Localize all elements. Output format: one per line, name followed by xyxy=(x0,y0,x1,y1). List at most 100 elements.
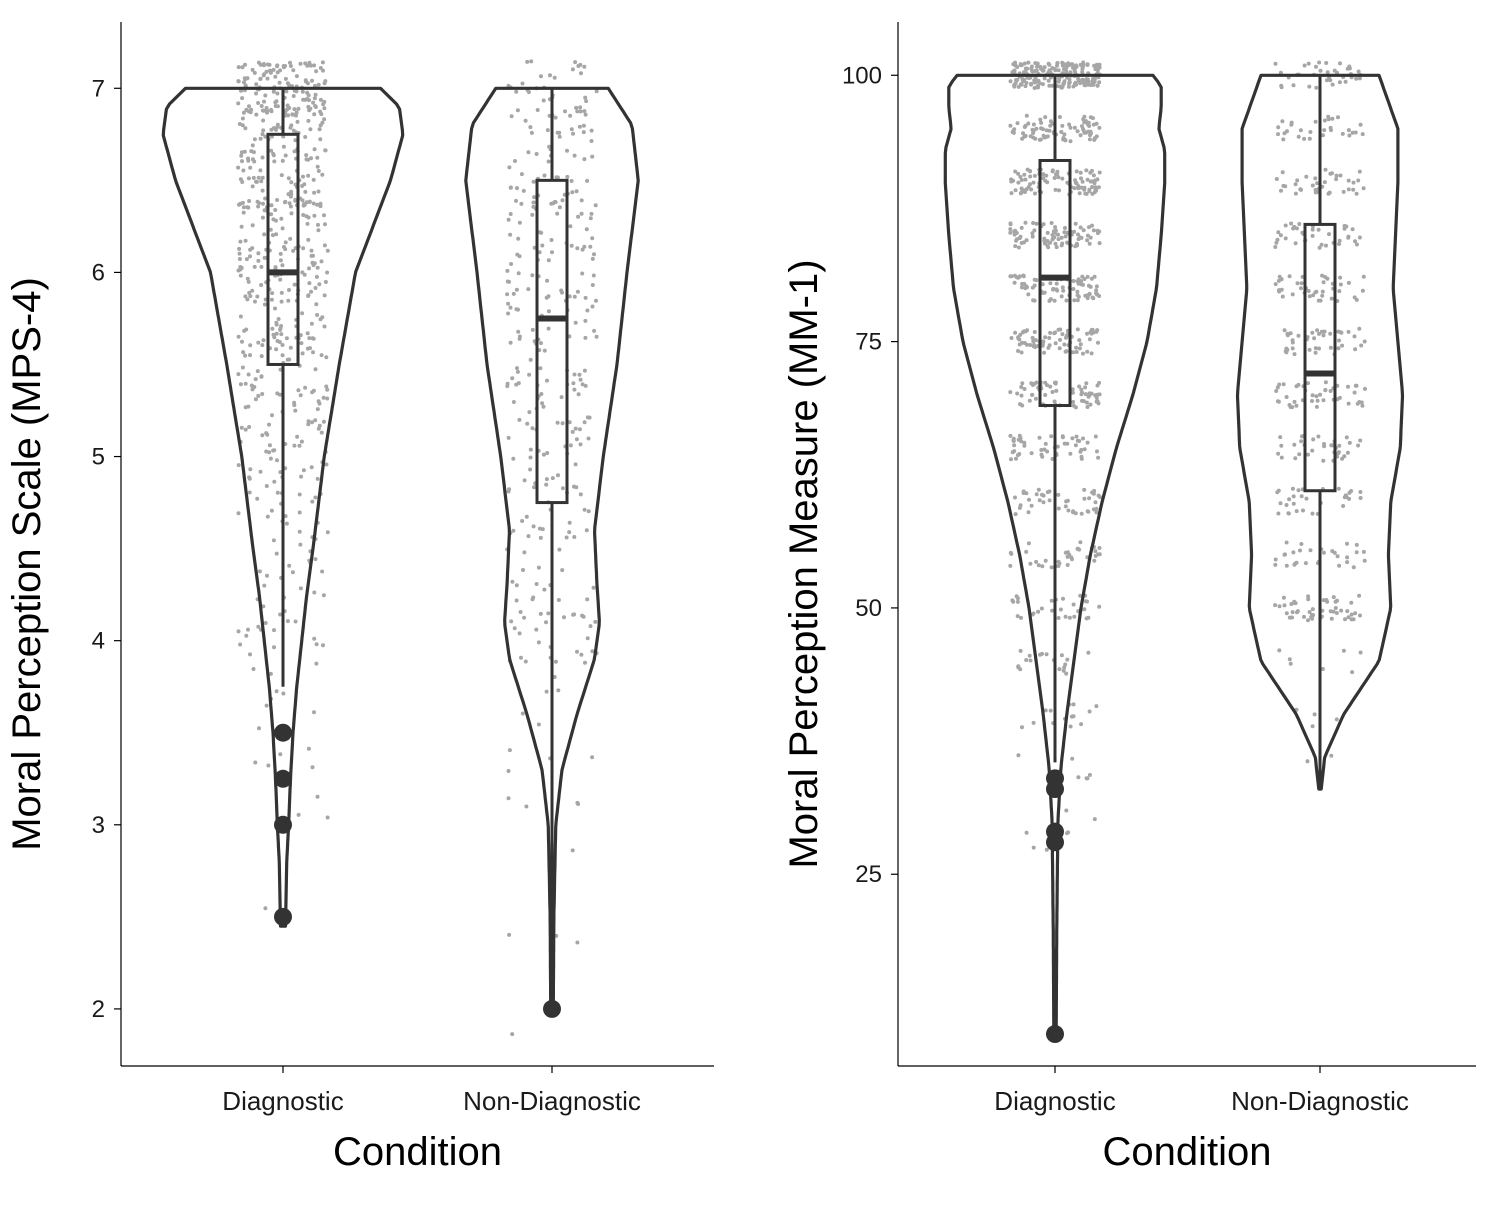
jitter-point xyxy=(1016,180,1021,185)
jitter-point xyxy=(576,392,581,397)
jitter-point xyxy=(582,420,587,425)
jitter-point xyxy=(270,291,275,296)
jitter-point xyxy=(1044,652,1049,657)
jitter-point xyxy=(298,61,303,66)
jitter-point xyxy=(1052,176,1057,180)
jitter-point xyxy=(1071,279,1076,283)
jitter-point xyxy=(1329,753,1334,758)
jitter-point xyxy=(545,378,549,383)
jitter-point xyxy=(583,383,588,388)
jitter-point xyxy=(244,257,249,262)
jitter-point xyxy=(1043,239,1048,244)
jitter-point xyxy=(1031,180,1036,185)
jitter-point xyxy=(573,320,578,325)
jitter-point xyxy=(1329,616,1334,621)
jitter-point xyxy=(524,804,529,809)
jitter-point xyxy=(577,427,582,432)
jitter-point xyxy=(1042,236,1047,241)
jitter-point xyxy=(1074,169,1079,174)
jitter-point xyxy=(1081,80,1086,85)
x-tick-label-non-diagnostic: Non-Diagnostic xyxy=(463,1086,641,1116)
jitter-point xyxy=(278,470,283,475)
jitter-point xyxy=(1321,398,1326,403)
jitter-point xyxy=(1038,117,1043,122)
jitter-point xyxy=(1313,190,1318,195)
jitter-point xyxy=(1283,552,1287,557)
jitter-point xyxy=(531,204,536,209)
jitter-point xyxy=(560,486,565,491)
jitter-point xyxy=(1287,274,1292,279)
jitter-point xyxy=(1279,188,1283,193)
jitter-point xyxy=(1042,76,1047,81)
jitter-point xyxy=(1317,346,1321,351)
jitter-point xyxy=(1030,335,1035,340)
box-iqr xyxy=(266,132,300,366)
jitter-point xyxy=(1276,488,1281,493)
jitter-point xyxy=(279,173,284,178)
jitter-point xyxy=(1297,222,1302,226)
jitter-point xyxy=(1021,273,1026,278)
jitter-point xyxy=(311,253,315,258)
jitter-point xyxy=(1093,393,1098,398)
jitter-point xyxy=(546,258,551,263)
jitter-point xyxy=(1283,223,1288,228)
jitter-point xyxy=(541,404,546,409)
jitter-point xyxy=(510,579,515,584)
jitter-point xyxy=(1321,133,1325,138)
jitter-point xyxy=(594,89,599,94)
jitter-point xyxy=(1344,435,1349,440)
jitter-point xyxy=(1013,228,1018,233)
jitter-point xyxy=(314,302,319,307)
jitter-point xyxy=(1050,169,1055,174)
jitter-point xyxy=(312,63,317,68)
jitter-point xyxy=(1053,330,1058,335)
jitter-point xyxy=(1034,221,1039,226)
jitter-points-layer xyxy=(236,59,599,1037)
jitter-point xyxy=(1055,232,1060,237)
jitter-point xyxy=(506,301,511,306)
jitter-point xyxy=(315,794,320,799)
jitter-point xyxy=(1032,78,1037,83)
jitter-point xyxy=(1306,452,1310,457)
y-axis-title: Moral Perception Measure (MM-1) xyxy=(782,259,826,868)
jitter-point xyxy=(1081,282,1085,287)
jitter-point xyxy=(320,120,325,125)
jitter-point xyxy=(1356,443,1361,448)
jitter-point xyxy=(514,89,519,94)
jitter-point xyxy=(1059,294,1064,299)
boxplots-layer xyxy=(266,88,569,1018)
jitter-point xyxy=(1331,595,1336,600)
jitter-point xyxy=(1347,133,1352,138)
jitter-point xyxy=(303,79,308,84)
jitter-point xyxy=(520,711,525,716)
jitter-point xyxy=(254,179,258,184)
jitter-point xyxy=(583,295,588,300)
jitter-point xyxy=(274,331,279,336)
jitter-point xyxy=(1352,295,1357,300)
x-tick-label-non-diagnostic: Non-Diagnostic xyxy=(1231,1086,1409,1116)
jitter-point xyxy=(320,569,325,574)
jitter-point xyxy=(1340,343,1345,348)
jitter-point xyxy=(520,81,525,86)
jitter-point xyxy=(1322,444,1327,449)
jitter-point xyxy=(1031,611,1036,616)
jitter-point xyxy=(518,610,523,614)
jitter-point xyxy=(1075,129,1080,134)
jitter-point xyxy=(1345,450,1350,455)
jitter-point xyxy=(1020,381,1025,386)
jitter-point xyxy=(265,76,270,81)
jitter-point xyxy=(239,224,244,229)
jitter-point xyxy=(1287,657,1292,662)
jitter-point xyxy=(256,204,261,209)
jitter-point xyxy=(517,336,522,341)
jitter-point xyxy=(519,655,523,660)
jitter-point xyxy=(1071,350,1076,355)
jitter-point xyxy=(247,490,252,495)
jitter-point xyxy=(1300,230,1305,235)
jitter-point xyxy=(1033,396,1038,401)
jitter-point xyxy=(1085,405,1090,409)
jitter-point xyxy=(1321,458,1326,463)
jitter-point xyxy=(1060,332,1065,337)
jitter-point xyxy=(1306,597,1311,602)
jitter-point xyxy=(288,204,293,209)
